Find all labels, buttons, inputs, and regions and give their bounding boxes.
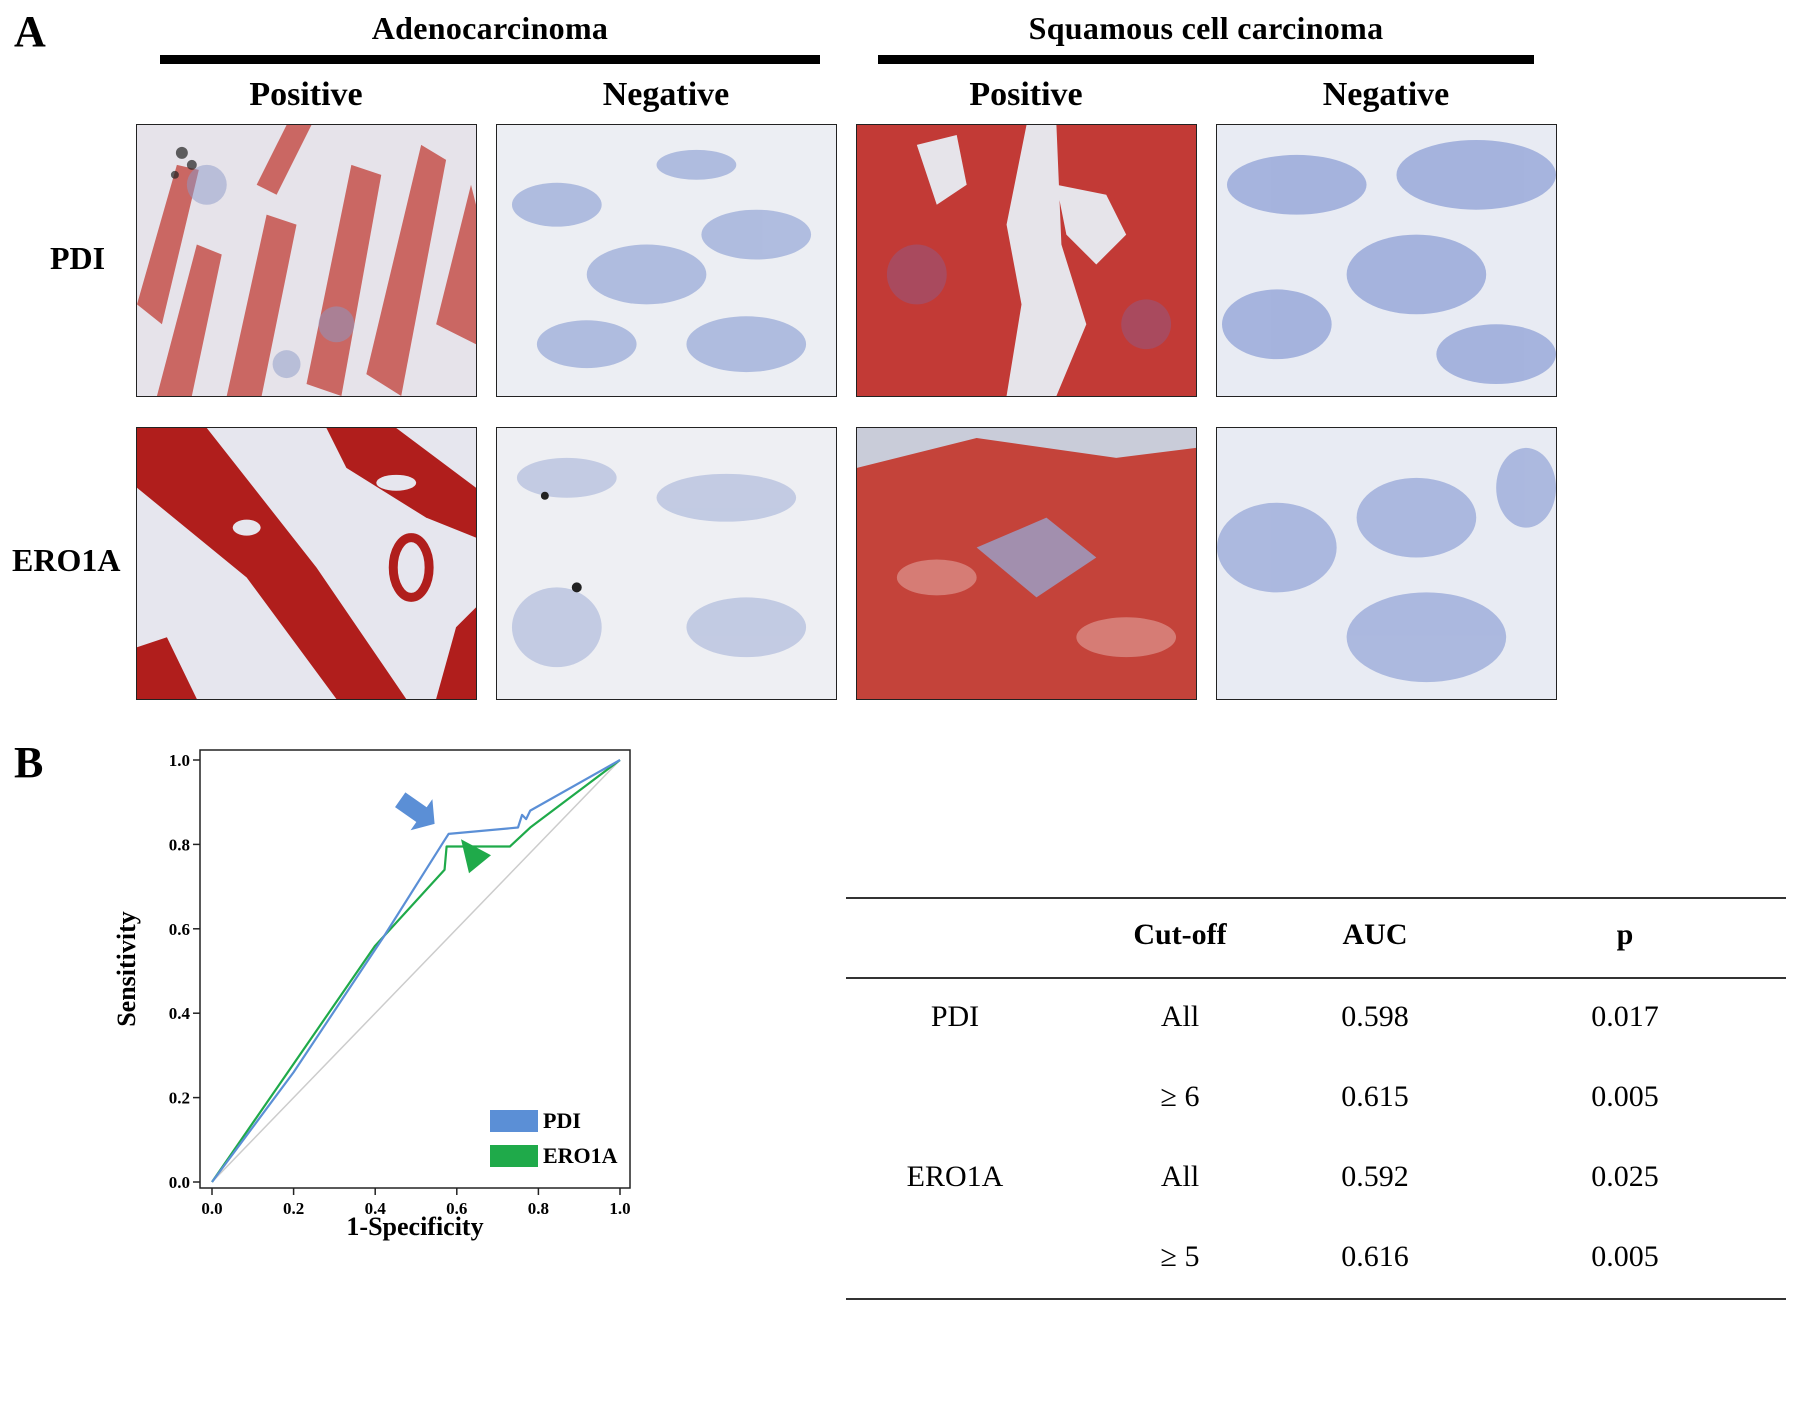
table-cell-auc: 0.598 <box>1341 1000 1409 1033</box>
y-tick-label: 0.8 <box>169 835 190 854</box>
legend-label-pdi: PDI <box>543 1108 581 1133</box>
y-tick-label: 0.2 <box>169 1089 190 1108</box>
y-tick-label: 1.0 <box>169 751 190 770</box>
table-header-auc: AUC <box>1342 918 1408 951</box>
x-axis-title: 1-Specificity <box>346 1212 483 1241</box>
micrograph-pdi-squamous-positive <box>856 124 1197 397</box>
group-bar-adenocarcinoma <box>160 55 820 64</box>
legend-swatch-ero1a <box>490 1145 538 1167</box>
col-label-squamous-positive: Positive <box>969 76 1083 113</box>
table-cell-cutoff: ≥ 5 <box>1160 1240 1200 1273</box>
table-cell-cutoff: ≥ 6 <box>1160 1080 1200 1113</box>
panel-b-label: B <box>14 738 44 787</box>
legend-label-ero1a: ERO1A <box>543 1143 618 1168</box>
reference-diagonal <box>211 759 621 1183</box>
table-cell-marker: PDI <box>930 1000 980 1033</box>
group-bar-squamous <box>878 55 1534 64</box>
x-tick-label: 0.0 <box>201 1199 222 1218</box>
pdi-arrow-icon <box>395 792 435 831</box>
group-title-squamous: Squamous cell carcinoma <box>1028 10 1384 46</box>
panel-a-label: A <box>14 7 46 56</box>
x-tick-label: 1.0 <box>609 1199 630 1218</box>
y-axis-title: Sensitivity <box>112 911 141 1027</box>
table-top-rule <box>846 897 1786 899</box>
col-label-squamous-negative: Negative <box>1322 76 1450 113</box>
row-label-pdi: PDI <box>50 240 106 276</box>
x-tick-label: 0.4 <box>365 1199 387 1218</box>
x-tick-label: 0.8 <box>528 1199 549 1218</box>
y-tick-label: 0.6 <box>169 920 190 939</box>
col-label-adeno-negative: Negative <box>602 76 730 113</box>
micrograph-ero1a-adeno-negative <box>496 427 837 700</box>
row-label-ero1a: ERO1A <box>12 542 121 578</box>
micrograph-pdi-squamous-negative <box>1216 124 1557 397</box>
table-cell-marker: ERO1A <box>906 1160 1004 1193</box>
table-cell-p: 0.017 <box>1591 1000 1659 1033</box>
table-cell-p: 0.025 <box>1591 1160 1659 1193</box>
legend-swatch-pdi <box>490 1110 538 1132</box>
micrograph-ero1a-adeno-positive <box>136 427 477 700</box>
table-cell-auc: 0.616 <box>1341 1240 1409 1273</box>
group-title-adenocarcinoma: Adenocarcinoma <box>371 10 609 46</box>
ero1a-arrowhead-icon <box>461 839 491 874</box>
y-tick-label: 0.4 <box>169 1004 191 1023</box>
table-header-cutoff: Cut-off <box>1133 918 1227 951</box>
x-tick-label: 0.6 <box>446 1199 467 1218</box>
roc-chart: 0.0 0.2 0.4 0.6 0.8 1.0 0.0 0.2 0.4 0.6 0.8 1.0 PDI… <box>112 749 631 1241</box>
table-cell-cutoff: All <box>1160 1000 1200 1033</box>
table-cell-auc: 0.592 <box>1341 1160 1409 1193</box>
micrograph-ero1a-squamous-positive <box>856 427 1197 700</box>
roc-curve-pdi <box>211 759 621 1183</box>
table-cell-p: 0.005 <box>1591 1240 1659 1273</box>
col-label-adeno-positive: Positive <box>249 76 363 113</box>
micrograph-ero1a-squamous-negative <box>1216 427 1557 700</box>
table-bottom-rule <box>846 1298 1786 1300</box>
table-header-p: p <box>1616 918 1634 951</box>
table-cell-p: 0.005 <box>1591 1080 1659 1113</box>
table-cell-auc: 0.615 <box>1341 1080 1409 1113</box>
y-tick-label: 0.0 <box>169 1173 190 1192</box>
micrograph-pdi-adeno-negative <box>496 124 837 397</box>
table-cell-cutoff: All <box>1160 1160 1200 1193</box>
pdi-arrow-shape <box>395 792 435 831</box>
x-tick-label: 0.2 <box>283 1199 304 1218</box>
roc-curve-ero1a <box>211 759 621 1183</box>
table-header-rule <box>846 977 1786 979</box>
micrograph-pdi-adeno-positive <box>136 124 477 397</box>
